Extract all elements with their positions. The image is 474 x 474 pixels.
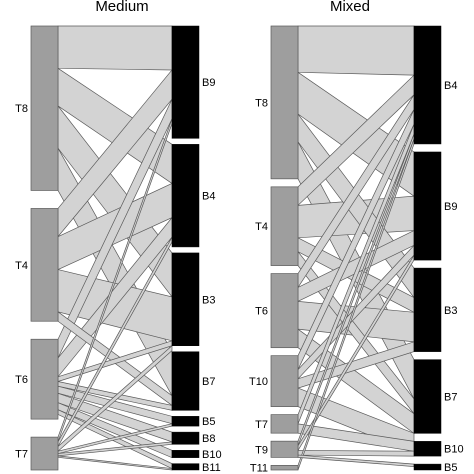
target-label-b4: B4 [444, 80, 457, 92]
source-node-t7 [270, 414, 299, 434]
target-node-b4 [171, 144, 200, 248]
target-label-b4: B4 [202, 191, 215, 203]
source-label-t11: T11 [250, 463, 268, 474]
source-label-t8: T8 [255, 97, 268, 109]
target-label-b5: B5 [444, 462, 457, 474]
source-label-t4: T4 [15, 260, 28, 272]
flows-mixed [297, 25, 415, 471]
flows-medium [57, 25, 173, 471]
source-label-t9: T9 [255, 444, 268, 456]
source-node-t10 [270, 355, 299, 407]
target-label-b10: B10 [202, 449, 222, 461]
target-label-b7: B7 [444, 392, 457, 404]
target-label-b9: B9 [444, 201, 457, 213]
target-label-b5: B5 [202, 416, 215, 428]
target-node-b7 [413, 359, 442, 434]
source-node-t7 [30, 436, 59, 471]
target-label-b7: B7 [202, 376, 215, 388]
target-label-b8: B8 [202, 433, 215, 445]
target-node-b3 [413, 267, 442, 352]
source-label-t10: T10 [249, 376, 268, 388]
source-node-t6 [270, 273, 299, 349]
flow-t8-b4 [297, 25, 415, 76]
source-label-t7: T7 [255, 419, 268, 431]
panel-title-medium: Medium [95, 0, 148, 15]
target-node-b10 [413, 441, 442, 457]
source-label-t6: T6 [255, 306, 268, 318]
target-label-b3: B3 [202, 294, 215, 306]
target-node-b3 [171, 252, 200, 346]
target-label-b10: B10 [444, 444, 464, 456]
target-label-b9: B9 [202, 77, 215, 89]
source-label-t8: T8 [15, 103, 28, 115]
source-node-t6 [30, 338, 59, 420]
source-node-t8 [30, 25, 59, 191]
panel-title-mixed: Mixed [330, 0, 370, 15]
target-node-b7 [171, 351, 200, 411]
source-node-t11 [270, 465, 299, 471]
flow-t9-b5 [297, 454, 415, 467]
target-node-b9 [413, 151, 442, 261]
source-node-t4 [270, 186, 299, 266]
target-node-b5 [171, 416, 200, 427]
flow-t9-b10 [297, 450, 415, 457]
panel-mixed: Mixed T8 T4 T6 T10 T7 T9 T11 B4 B9 B3 B7 B10 B5 [249, 0, 464, 474]
target-node-b11 [171, 463, 200, 471]
target-label-b11: B11 [202, 462, 221, 474]
source-label-t7: T7 [15, 449, 28, 461]
source-node-t8 [270, 25, 299, 180]
source-label-t6: T6 [15, 374, 28, 386]
flow-t8-b9 [57, 25, 173, 71]
source-label-t4: T4 [255, 221, 268, 233]
target-node-b5 [413, 463, 442, 471]
target-node-b8 [171, 431, 200, 445]
source-node-t9 [270, 440, 299, 458]
target-node-b4 [413, 25, 442, 145]
target-node-b9 [171, 25, 200, 139]
source-node-t4 [30, 208, 59, 322]
nodes-mixed: T8 T4 T6 T10 T7 T9 T11 B4 B9 B3 B7 B10 B5 [249, 25, 464, 474]
target-node-b10 [171, 450, 200, 458]
target-label-b3: B3 [444, 305, 457, 317]
